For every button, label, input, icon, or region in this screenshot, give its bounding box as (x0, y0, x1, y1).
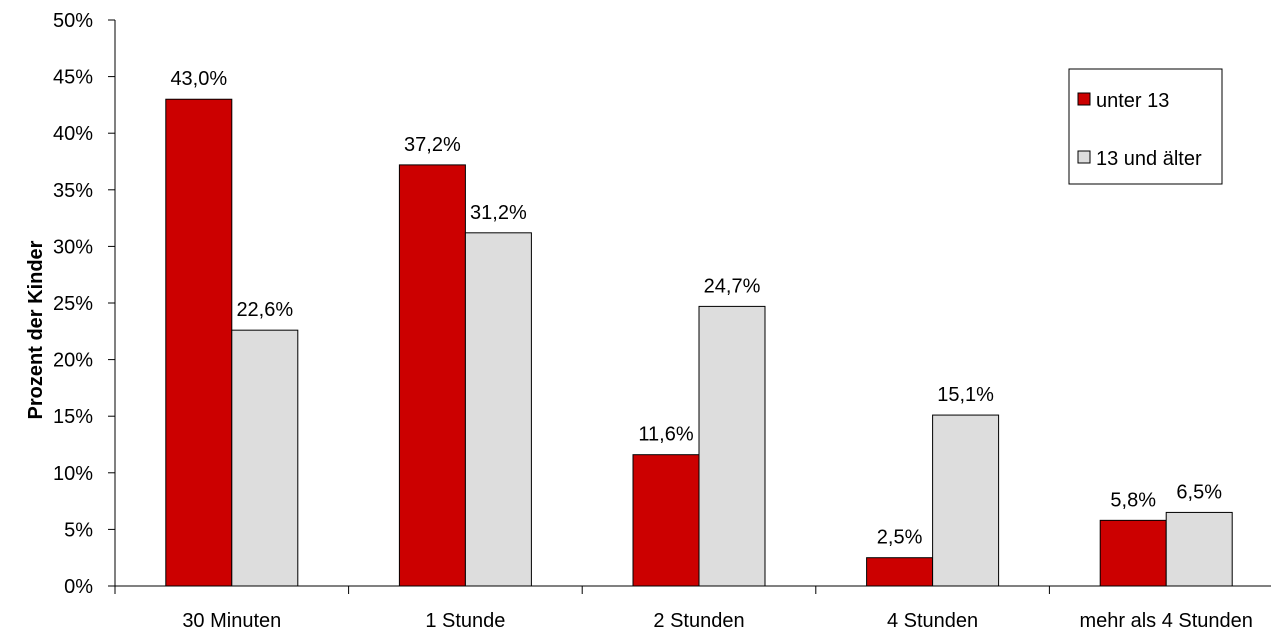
legend-label: unter 13 (1096, 90, 1169, 112)
y-tick-label: 40% (53, 123, 93, 145)
y-tick-label: 0% (64, 576, 93, 598)
bar-unter-13 (398, 164, 466, 587)
bar-value-label: 5,8% (1110, 489, 1156, 511)
y-axis-title: Prozent der Kinder (25, 240, 47, 419)
bars (165, 98, 1233, 587)
bar-value-label: 37,2% (404, 134, 461, 156)
bar-value-label: 22,6% (236, 299, 293, 321)
bar-unter-13 (1099, 519, 1167, 587)
y-tick-label: 10% (53, 463, 93, 485)
bar-unter-13 (632, 454, 700, 587)
y-tick-label: 50% (53, 10, 93, 32)
y-tick-label: 5% (64, 519, 93, 541)
legend: unter 13 13 und älter (1068, 68, 1223, 185)
y-tick-label: 25% (53, 293, 93, 315)
bar-13-und-aelter (698, 305, 766, 587)
bar-13-und-aelter (932, 414, 1000, 587)
legend-box (1068, 68, 1223, 185)
bar-labels: 43,0% 37,2% 11,6% 2,5% 5,8% 22,6% 31,2% 24,7% 15… (170, 68, 1222, 548)
bar-value-label: 31,2% (470, 202, 527, 224)
x-category-label: 2 Stunden (653, 610, 744, 632)
bar-unter-13 (866, 557, 934, 587)
y-axis: 0% 5% 10% 15% 20% 25% 30% 35% 40% 45% 50% (53, 10, 116, 598)
bar-unter-13 (165, 98, 233, 587)
bar-value-label: 24,7% (704, 275, 761, 297)
y-tick-label: 15% (53, 406, 93, 428)
bar-13-und-aelter (1165, 511, 1233, 587)
x-axis: 30 Minuten 1 Stunde 2 Stunden 4 Stunden mehr… (114, 585, 1271, 632)
x-category-label: 30 Minuten (182, 610, 281, 632)
y-tick-label: 30% (53, 236, 93, 258)
bar-value-label: 11,6% (638, 424, 693, 446)
bar-value-label: 43,0% (170, 68, 227, 90)
legend-label: 13 und älter (1096, 148, 1202, 170)
bar-13-und-aelter (231, 329, 299, 587)
bar-value-label: 2,5% (877, 527, 923, 549)
x-category-label: 1 Stunde (425, 610, 505, 632)
x-category-label: 4 Stunden (887, 610, 978, 632)
legend-swatch (1077, 150, 1091, 164)
x-category-label: mehr als 4 Stunden (1079, 610, 1252, 632)
bar-13-und-aelter (464, 232, 532, 587)
y-tick-label: 35% (53, 180, 93, 202)
y-tick-label: 20% (53, 350, 93, 372)
y-tick-label: 45% (53, 67, 93, 89)
bar-value-label: 6,5% (1176, 481, 1222, 503)
bar-value-label: 15,1% (937, 384, 994, 406)
legend-swatch (1077, 92, 1091, 106)
